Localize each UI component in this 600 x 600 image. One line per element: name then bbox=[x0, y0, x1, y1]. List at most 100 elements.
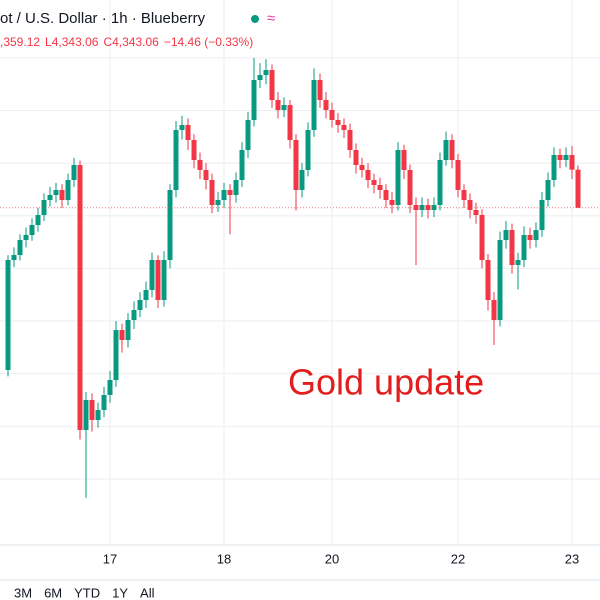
candle-body bbox=[545, 180, 551, 200]
ohlc-value: L4,343.06 bbox=[45, 35, 99, 49]
candle-body bbox=[449, 140, 455, 160]
x-tick-label: 17 bbox=[103, 551, 117, 566]
candle-body bbox=[167, 190, 173, 260]
candle-body bbox=[461, 190, 467, 200]
range-button[interactable]: All bbox=[140, 585, 155, 600]
range-button[interactable]: YTD bbox=[74, 585, 100, 600]
candle-body bbox=[107, 380, 113, 395]
candle-body bbox=[185, 125, 191, 140]
candle-body bbox=[59, 190, 65, 200]
candle-body bbox=[455, 160, 461, 190]
candle-body bbox=[359, 165, 365, 170]
candle-body bbox=[125, 320, 131, 340]
candle-body bbox=[113, 330, 119, 380]
candle-body bbox=[269, 70, 275, 100]
candle-body bbox=[347, 130, 353, 150]
candle-body bbox=[221, 190, 227, 200]
candle-body bbox=[227, 190, 233, 195]
candle-body bbox=[143, 290, 149, 300]
candle-body bbox=[131, 310, 137, 320]
plot bbox=[0, 57, 600, 498]
candle-body bbox=[395, 150, 401, 205]
candle-body bbox=[233, 180, 239, 195]
candle-body bbox=[407, 170, 413, 205]
candle-body bbox=[89, 400, 95, 420]
candle-body bbox=[521, 235, 527, 260]
candle-body bbox=[533, 230, 539, 240]
ohlc-value: C4,343.06 bbox=[103, 35, 159, 49]
candle-body bbox=[497, 240, 503, 320]
candle-body bbox=[65, 180, 71, 200]
x-tick-label: 23 bbox=[565, 551, 579, 566]
candle-body bbox=[83, 400, 89, 430]
candle-body bbox=[509, 230, 515, 265]
range-button[interactable]: 3M bbox=[14, 585, 32, 600]
candle-body bbox=[95, 410, 101, 420]
candle-body bbox=[17, 240, 23, 255]
candle-body bbox=[5, 260, 11, 370]
annotation: Gold update bbox=[288, 362, 484, 403]
range-button[interactable]: 1Y bbox=[112, 585, 128, 600]
candle-body bbox=[41, 200, 47, 215]
candle-body bbox=[305, 130, 311, 170]
candle-body bbox=[539, 200, 545, 230]
candle-body bbox=[479, 215, 485, 260]
candle-body bbox=[209, 180, 215, 205]
candle-body bbox=[383, 190, 389, 200]
candle-body bbox=[341, 125, 347, 130]
candle-body bbox=[137, 300, 143, 310]
candle-body bbox=[251, 80, 257, 120]
candle-body bbox=[485, 260, 491, 300]
candle-body bbox=[491, 300, 497, 320]
candle-body bbox=[53, 190, 59, 195]
status-dot bbox=[251, 15, 259, 23]
candle-body bbox=[425, 205, 431, 210]
candle-body bbox=[71, 165, 77, 180]
candle-body bbox=[503, 230, 509, 240]
candle-body bbox=[413, 205, 419, 210]
ohlc-value: −14.46 (−0.33%) bbox=[164, 35, 253, 49]
x-tick-label: 22 bbox=[451, 551, 465, 566]
candle-body bbox=[527, 235, 533, 240]
candle-body bbox=[101, 395, 107, 410]
range-button[interactable]: 6M bbox=[44, 585, 62, 600]
candle-body bbox=[257, 75, 263, 80]
ohlc-value: ,359.12 bbox=[0, 35, 40, 49]
candle-body bbox=[317, 80, 323, 100]
candle-body bbox=[119, 330, 125, 340]
candle-body bbox=[47, 195, 53, 200]
candle-body bbox=[299, 170, 305, 190]
ohlc-row: ,359.12 L4,343.06 C4,343.06 −14.46 (−0.33%) bbox=[0, 35, 253, 49]
candle-body bbox=[161, 260, 167, 300]
candle-body bbox=[569, 155, 575, 170]
candle-body bbox=[287, 105, 293, 140]
candle-body bbox=[293, 140, 299, 190]
candle-body bbox=[419, 205, 425, 210]
candle-body bbox=[155, 260, 161, 300]
candle-body bbox=[431, 205, 437, 210]
candle-body bbox=[551, 155, 557, 180]
candle-body bbox=[467, 200, 473, 210]
candle-body bbox=[335, 120, 341, 125]
candle-body bbox=[515, 260, 521, 265]
chart-title: ot / U.S. Dollar · 1h · Blueberry bbox=[0, 10, 206, 27]
candle-body bbox=[191, 140, 197, 160]
candle-body bbox=[473, 210, 479, 215]
candle-body bbox=[245, 120, 251, 150]
candle-body bbox=[377, 185, 383, 190]
candle-body bbox=[323, 100, 329, 110]
candle-body bbox=[173, 130, 179, 190]
candle-body bbox=[149, 260, 155, 290]
candle-body bbox=[365, 170, 371, 180]
candle-body bbox=[281, 105, 287, 110]
range-buttons: 3M 6M YTD 1Y All bbox=[14, 585, 155, 600]
candle-body bbox=[401, 150, 407, 170]
candle-body bbox=[437, 160, 443, 205]
compare-icon[interactable]: ≈ bbox=[267, 10, 275, 27]
candle-body bbox=[275, 100, 281, 110]
x-tick-label: 18 bbox=[217, 551, 231, 566]
candle-body bbox=[23, 235, 29, 240]
